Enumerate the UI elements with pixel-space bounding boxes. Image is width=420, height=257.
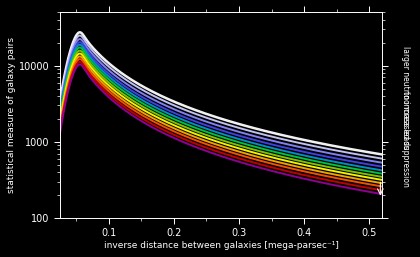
Text: larger neutrino mass leads: larger neutrino mass leads (401, 46, 410, 149)
Y-axis label: statistical measure of galaxy pairs: statistical measure of galaxy pairs (7, 37, 16, 193)
X-axis label: inverse distance between galaxies [mega-parsec⁻¹]: inverse distance between galaxies [mega-… (104, 241, 339, 250)
Text: to increased suppression: to increased suppression (401, 91, 410, 187)
